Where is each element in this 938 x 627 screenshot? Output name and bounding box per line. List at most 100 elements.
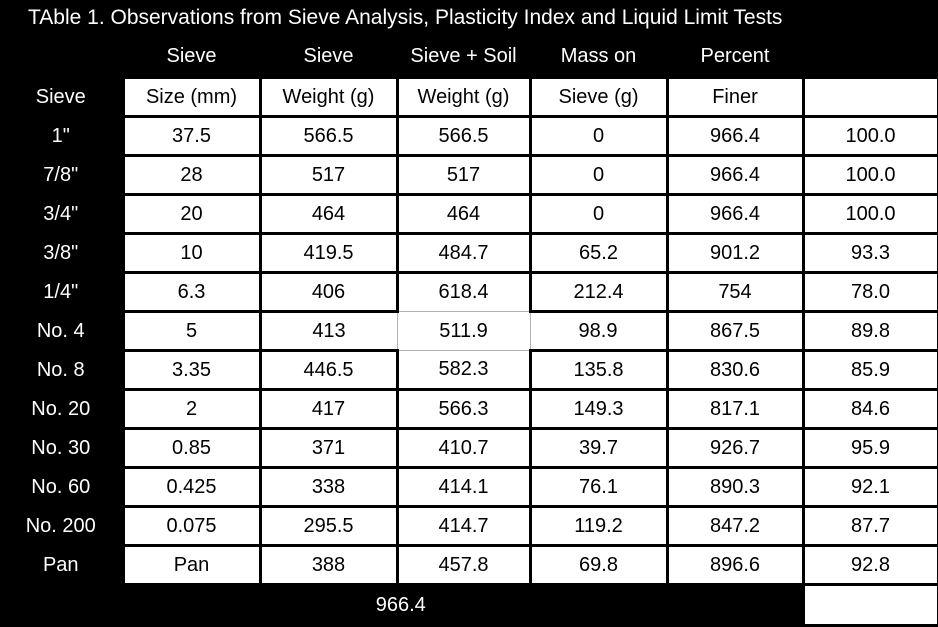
table-row: 1/4" 6.3 406 618.4 212.4 754 78.0 [0,271,938,313]
data-cell: 817.1 [665,388,805,430]
group-header-cell: Percent [667,36,803,78]
row-label: 1/4" [0,272,123,312]
column-header-sieve-soil-weight: Weight (g) [395,76,532,118]
column-header-blank [801,76,938,118]
table-row: No. 30 0.85 371 410.7 39.7 926.7 95.9 [0,427,938,469]
data-cell: 966.4 [665,115,805,157]
row-label: 7/8" [0,155,123,195]
footer-blank-cell [801,583,938,627]
data-cell: 295.5 [258,505,399,547]
data-cell: 95.9 [801,427,938,469]
row-label: No. 8 [0,350,123,390]
column-header-sieve: Sieve [0,77,123,117]
data-cell: 65.2 [528,232,669,274]
data-cell: 100.0 [801,154,938,196]
data-cell: 119.2 [528,505,669,547]
group-header-cell: Sieve [260,36,397,78]
data-cell: 901.2 [665,232,805,274]
data-cell: 484.7 [395,232,532,274]
data-cell: 78.0 [801,271,938,313]
group-header-row: Sieve Sieve Sieve + Soil Mass on Percent [0,36,938,78]
group-header-cell [803,36,938,78]
data-cell: 84.6 [801,388,938,430]
data-cell: 457.8 [395,544,532,586]
table-row: Pan Pan 388 457.8 69.8 896.6 92.8 [0,544,938,586]
data-cell: 413 [258,310,398,352]
table-row: No. 20 2 417 566.3 149.3 817.1 84.6 [0,388,938,430]
table-row: 3/4" 20 464 464 0 966.4 100.0 [0,193,938,235]
data-cell: 896.6 [665,544,805,586]
table-row: No. 60 0.425 338 414.1 76.1 890.3 92.1 [0,466,938,508]
data-cell: Pan [121,544,262,586]
sieve-analysis-table: Sieve Sieve Sieve + Soil Mass on Percent… [0,36,938,627]
data-cell: 966.4 [665,193,805,235]
data-cell: 618.4 [395,271,532,312]
data-cell: 10 [121,232,262,274]
group-header-cell: Sieve [123,36,260,78]
row-label: No. 30 [0,428,123,468]
data-cell: 566.5 [258,115,399,157]
group-header-cell: Sieve + Soil [397,36,530,78]
row-label: No. 4 [0,311,123,351]
row-label: No. 60 [0,467,123,507]
data-cell: 517 [395,154,532,196]
row-label: Pan [0,545,123,585]
group-header-cell: Mass on [530,36,667,78]
table-body: 1" 37.5 566.5 566.5 0 966.4 100.0 7/8" 28 517 517 0… [0,115,938,586]
data-cell: 100.0 [801,115,938,157]
data-cell: 371 [258,427,399,469]
table-row: No. 4 5 413 511.9 98.9 867.5 89.8 [0,310,938,352]
data-cell: 39.7 [528,427,669,469]
data-cell: 847.2 [665,505,805,547]
data-cell: 419.5 [258,232,399,274]
data-cell: 37.5 [121,115,262,157]
data-cell: 0.075 [121,505,262,547]
data-cell: 414.7 [395,505,532,547]
data-cell: 89.8 [801,310,938,352]
data-cell: 76.1 [528,466,669,508]
table-row: 7/8" 28 517 517 0 966.4 100.0 [0,154,938,196]
data-cell: 446.5 [258,349,399,391]
data-cell: 69.8 [528,544,669,586]
data-cell: 6.3 [121,271,262,313]
row-label: No. 200 [0,506,123,546]
data-cell: 566.5 [395,115,532,157]
data-cell: 135.8 [528,349,669,391]
table-row: 1" 37.5 566.5 566.5 0 966.4 100.0 [0,115,938,157]
data-cell: 566.3 [395,388,532,430]
data-cell: 388 [258,544,399,586]
data-cell: 87.7 [801,505,938,547]
data-cell: 890.3 [665,466,805,508]
data-cell: 830.6 [665,349,805,391]
data-cell: 212.4 [528,271,669,313]
data-cell: 517 [258,154,399,196]
data-cell: 417 [258,388,399,430]
data-cell: 966.4 [665,154,805,196]
column-header-mass-on-sieve: Sieve (g) [528,76,669,118]
total-row: 966.4 [0,583,938,627]
group-header-cell [0,36,123,78]
data-cell: 582.3 [395,350,532,391]
data-cell: 3.35 [121,349,262,391]
data-cell: 85.9 [801,349,938,391]
data-cell: 100.0 [801,193,938,235]
data-cell: 92.8 [801,544,938,586]
data-cell: 414.1 [395,466,532,508]
data-cell: 93.3 [801,232,938,274]
data-cell: 20 [121,193,262,235]
column-header-row: Sieve Size (mm) Weight (g) Weight (g) Si… [0,76,938,118]
data-cell: 511.9 [396,311,531,351]
data-cell: 0.425 [121,466,262,508]
data-cell: 410.7 [395,427,532,469]
data-cell: 2 [121,388,262,430]
data-cell: 149.3 [528,388,669,430]
table-title: TAble 1. Observations from Sieve Analysi… [28,6,783,29]
data-cell: 28 [121,154,262,196]
data-cell: 338 [258,466,399,508]
data-cell: 5 [121,310,262,352]
data-cell: 92.1 [801,466,938,508]
table-row: No. 200 0.075 295.5 414.7 119.2 847.2 87.7 [0,505,938,547]
table-row: No. 8 3.35 446.5 582.3 135.8 830.6 85.9 [0,349,938,391]
data-cell: 406 [258,271,399,313]
